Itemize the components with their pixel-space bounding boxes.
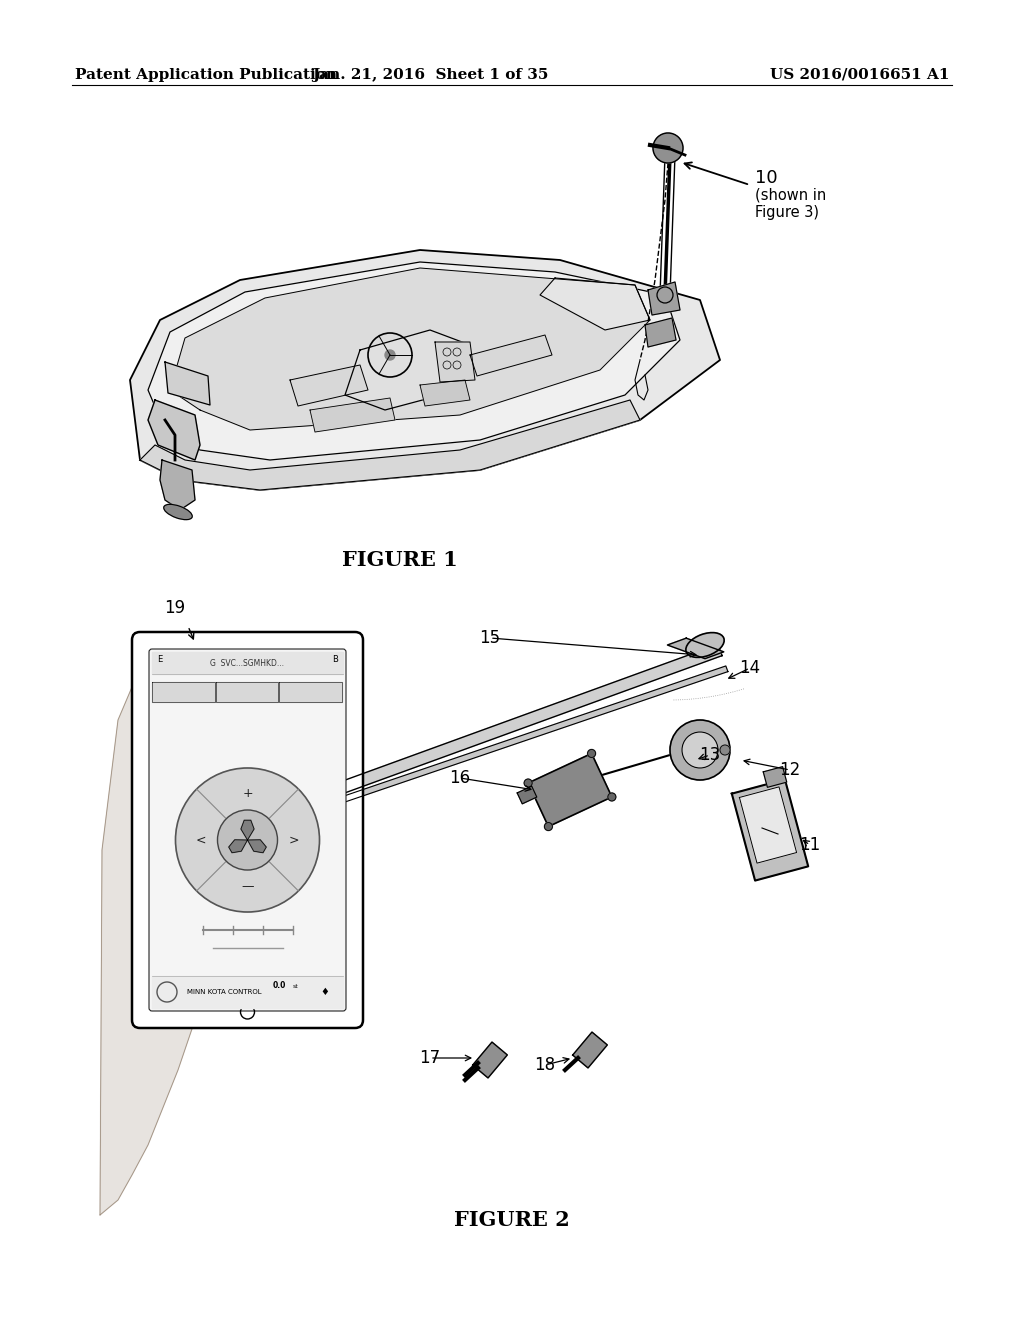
Text: 18: 18 bbox=[535, 1056, 556, 1074]
Circle shape bbox=[588, 750, 596, 758]
Circle shape bbox=[175, 768, 319, 912]
Circle shape bbox=[657, 286, 673, 304]
Text: E: E bbox=[157, 656, 162, 664]
Text: 16: 16 bbox=[450, 770, 471, 787]
Text: G  SVC...SGMHKD...: G SVC...SGMHKD... bbox=[211, 659, 285, 668]
Polygon shape bbox=[473, 1041, 507, 1078]
Text: 11: 11 bbox=[800, 836, 820, 854]
Polygon shape bbox=[470, 335, 552, 376]
Text: 15: 15 bbox=[479, 630, 501, 647]
Polygon shape bbox=[732, 779, 808, 880]
Text: >: > bbox=[289, 833, 300, 846]
Text: Patent Application Publication: Patent Application Publication bbox=[75, 69, 337, 82]
Circle shape bbox=[217, 810, 278, 870]
Polygon shape bbox=[572, 1032, 607, 1068]
Polygon shape bbox=[668, 638, 724, 659]
Polygon shape bbox=[100, 638, 205, 1214]
Polygon shape bbox=[267, 644, 722, 820]
Circle shape bbox=[608, 793, 615, 801]
Circle shape bbox=[670, 719, 730, 780]
Polygon shape bbox=[248, 840, 266, 853]
Text: 19: 19 bbox=[165, 599, 185, 616]
Polygon shape bbox=[763, 767, 786, 787]
Text: US 2016/0016651 A1: US 2016/0016651 A1 bbox=[770, 69, 950, 82]
Text: 14: 14 bbox=[739, 659, 761, 677]
Polygon shape bbox=[310, 399, 395, 432]
Polygon shape bbox=[540, 279, 650, 330]
Polygon shape bbox=[290, 366, 368, 407]
Circle shape bbox=[385, 350, 395, 360]
Polygon shape bbox=[170, 268, 650, 430]
Text: 0.0: 0.0 bbox=[273, 982, 287, 990]
Text: 13: 13 bbox=[699, 746, 721, 764]
Text: +: + bbox=[243, 787, 253, 800]
Polygon shape bbox=[160, 459, 195, 510]
Polygon shape bbox=[152, 652, 343, 675]
Polygon shape bbox=[435, 342, 475, 381]
Polygon shape bbox=[165, 362, 210, 405]
Text: 17: 17 bbox=[420, 1049, 440, 1067]
Polygon shape bbox=[528, 754, 612, 826]
Polygon shape bbox=[148, 400, 200, 459]
Text: Jan. 21, 2016  Sheet 1 of 35: Jan. 21, 2016 Sheet 1 of 35 bbox=[312, 69, 548, 82]
Circle shape bbox=[524, 779, 532, 787]
Text: Figure 3): Figure 3) bbox=[755, 205, 819, 219]
Circle shape bbox=[720, 744, 730, 755]
Circle shape bbox=[682, 733, 718, 768]
Polygon shape bbox=[140, 400, 640, 490]
Polygon shape bbox=[271, 667, 728, 826]
Polygon shape bbox=[148, 261, 680, 459]
Ellipse shape bbox=[686, 632, 724, 657]
Polygon shape bbox=[345, 330, 470, 411]
Polygon shape bbox=[280, 682, 342, 702]
Text: ♦: ♦ bbox=[321, 987, 330, 997]
Text: <: < bbox=[196, 833, 206, 846]
FancyBboxPatch shape bbox=[150, 649, 346, 1011]
Polygon shape bbox=[420, 380, 470, 407]
Text: (shown in: (shown in bbox=[755, 187, 826, 202]
Polygon shape bbox=[645, 318, 676, 347]
Polygon shape bbox=[152, 682, 215, 702]
Polygon shape bbox=[216, 682, 279, 702]
Text: 10: 10 bbox=[755, 169, 777, 187]
Polygon shape bbox=[152, 975, 343, 1008]
Polygon shape bbox=[228, 840, 248, 853]
Text: 12: 12 bbox=[779, 762, 801, 779]
Polygon shape bbox=[130, 249, 720, 490]
Polygon shape bbox=[241, 820, 254, 840]
Ellipse shape bbox=[164, 504, 193, 520]
Text: MINN KOTA CONTROL: MINN KOTA CONTROL bbox=[187, 989, 261, 995]
Polygon shape bbox=[648, 282, 680, 315]
Polygon shape bbox=[739, 787, 797, 863]
Circle shape bbox=[545, 822, 552, 830]
Text: B: B bbox=[332, 656, 338, 664]
Polygon shape bbox=[517, 787, 537, 804]
Text: —: — bbox=[242, 880, 254, 894]
FancyBboxPatch shape bbox=[132, 632, 362, 1028]
Text: st: st bbox=[293, 983, 299, 989]
Text: FIGURE 2: FIGURE 2 bbox=[454, 1210, 570, 1230]
Text: FIGURE 1: FIGURE 1 bbox=[342, 550, 458, 570]
Circle shape bbox=[653, 133, 683, 162]
